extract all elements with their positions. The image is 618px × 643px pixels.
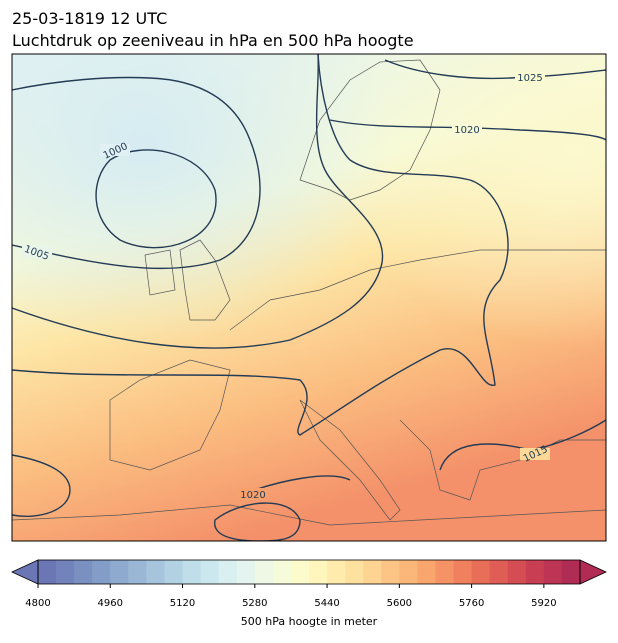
- colorbar-segment: [110, 560, 129, 584]
- coast-britain: [179, 239, 231, 321]
- title-subject: Luchtdruk op zeeniveau in hPa en 500 hPa…: [12, 31, 414, 50]
- isobar: [12, 54, 384, 349]
- label-bg: [515, 72, 545, 84]
- colorbar-segment: [471, 560, 491, 584]
- colorbar-segment: [417, 560, 436, 584]
- colorbar-segment: [453, 560, 473, 584]
- coast-north-europe: [229, 249, 606, 331]
- colorbar-tick-label: 5760: [459, 598, 484, 609]
- colorbar-extend-high: [579, 559, 607, 585]
- colorbar-segment: [236, 560, 256, 584]
- colorbar-segment: [381, 560, 400, 584]
- isobar: [95, 149, 217, 249]
- colorbar-segment: [489, 560, 509, 584]
- coast-ireland: [144, 249, 176, 296]
- map: 1000 1005 1020 1025 1015 1020: [12, 54, 606, 541]
- isobar: [12, 54, 509, 436]
- colorbar-segment: [435, 560, 455, 584]
- colorbar-label: 500 hPa hoogte in meter: [241, 615, 378, 628]
- colorbar-segment: [164, 560, 184, 584]
- isobar: [12, 76, 261, 270]
- colorbar-segment: [56, 560, 75, 584]
- title-date: 25-03-1819 12 UTC: [12, 9, 167, 28]
- isobar: [329, 119, 606, 141]
- colorbar-segment: [200, 560, 220, 584]
- colorbar-tick-label: 5440: [314, 598, 339, 609]
- colorbar-frame: [37, 559, 581, 585]
- colorbar-segment: [309, 560, 328, 584]
- colorbar-segment: [363, 560, 382, 584]
- colorbar-segment: [525, 560, 545, 584]
- coast-balkans: [399, 419, 606, 501]
- colorbar-segment: [345, 560, 364, 584]
- coast-iberia: [109, 359, 231, 471]
- colorbar-tick-label: 5120: [170, 598, 195, 609]
- colorbar-segment: [38, 560, 57, 584]
- colorbar-segment: [74, 560, 93, 584]
- isobar-label: 1020: [454, 125, 479, 136]
- colorbar-segment: [561, 560, 581, 584]
- colorbar-segment: [327, 560, 346, 584]
- colorbar-segment: [254, 560, 274, 584]
- colorbar-tick-label: 5920: [531, 598, 556, 609]
- isobar: [384, 59, 606, 80]
- label-bg: [452, 124, 482, 136]
- colorbar-tick-label: 4800: [25, 598, 50, 609]
- colorbar-segment: [399, 560, 418, 584]
- isobar-label: 1025: [517, 73, 542, 84]
- colorbar-segment: [128, 560, 147, 584]
- colorbar-segment: [182, 560, 202, 584]
- isobar-label: 1020: [240, 490, 265, 501]
- map-frame: [11, 53, 607, 542]
- colorbar-segment: [290, 560, 310, 584]
- label-bg: [238, 488, 268, 500]
- coast-italy: [299, 399, 401, 521]
- colorbar-segment: [272, 560, 292, 584]
- colorbar-tick-label: 5280: [242, 598, 267, 609]
- colorbar: 4800 4960 5120 5280 5440 5600 5760 5920: [11, 559, 607, 609]
- colorbar-tick-label: 4960: [98, 598, 123, 609]
- label-bg: [520, 448, 550, 460]
- colorbar-extend-low: [11, 559, 39, 585]
- colorbar-segment: [92, 560, 111, 584]
- colorbar-segment: [543, 560, 563, 584]
- isobar: [12, 454, 71, 517]
- colorbar-segment: [218, 560, 238, 584]
- colorbar-segment: [507, 560, 527, 584]
- label-bg: [100, 144, 130, 156]
- map-ne-shade: [12, 54, 606, 541]
- isobar: [214, 502, 301, 541]
- coast-north-africa: [12, 504, 606, 526]
- label-bg: [22, 246, 52, 258]
- colorbar-tick-label: 5600: [387, 598, 412, 609]
- colorbar-segment: [146, 560, 165, 584]
